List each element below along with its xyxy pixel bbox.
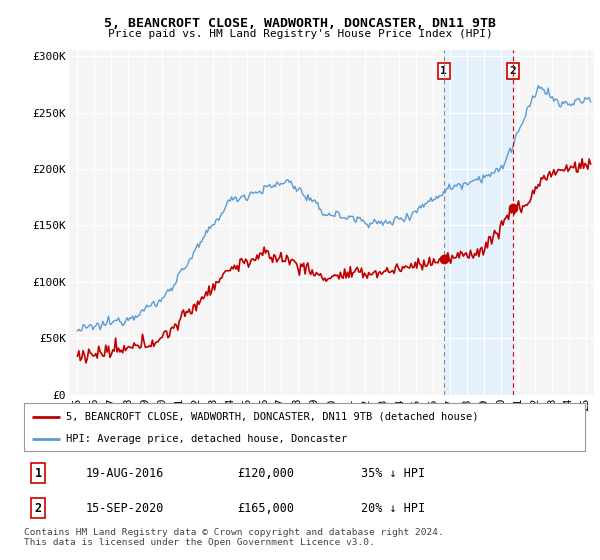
Text: 1: 1 [440, 66, 447, 76]
Text: £120,000: £120,000 [237, 466, 294, 480]
Text: 2: 2 [509, 66, 516, 76]
Bar [444, 50, 513, 395]
Text: 15-SEP-2020: 15-SEP-2020 [86, 502, 164, 515]
Text: 1: 1 [34, 466, 41, 480]
Text: 20% ↓ HPI: 20% ↓ HPI [361, 502, 425, 515]
Text: HPI: Average price, detached house, Doncaster: HPI: Average price, detached house, Donc… [66, 434, 347, 444]
Text: 2: 2 [34, 502, 41, 515]
Text: £165,000: £165,000 [237, 502, 294, 515]
Text: Price paid vs. HM Land Registry's House Price Index (HPI): Price paid vs. HM Land Registry's House … [107, 29, 493, 39]
Text: 19-AUG-2016: 19-AUG-2016 [86, 466, 164, 480]
Text: 35% ↓ HPI: 35% ↓ HPI [361, 466, 425, 480]
Text: 5, BEANCROFT CLOSE, WADWORTH, DONCASTER, DN11 9TB (detached house): 5, BEANCROFT CLOSE, WADWORTH, DONCASTER,… [66, 412, 479, 422]
Text: 5, BEANCROFT CLOSE, WADWORTH, DONCASTER, DN11 9TB: 5, BEANCROFT CLOSE, WADWORTH, DONCASTER,… [104, 17, 496, 30]
Text: Contains HM Land Registry data © Crown copyright and database right 2024.
This d: Contains HM Land Registry data © Crown c… [24, 528, 444, 547]
